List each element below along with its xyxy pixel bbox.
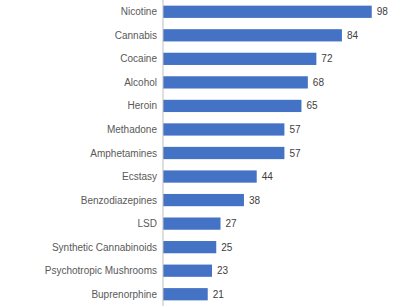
- category-label: Synthetic Cannabinoids: [52, 242, 157, 253]
- bar: [163, 29, 342, 41]
- bar: [163, 100, 301, 112]
- bar: [163, 147, 284, 159]
- bar: [163, 194, 244, 206]
- data-label: 84: [347, 30, 359, 41]
- bar: [163, 217, 221, 229]
- data-label: 23: [217, 265, 229, 276]
- bar: [163, 265, 212, 277]
- category-label: Nicotine: [121, 6, 158, 17]
- bar: [163, 288, 208, 300]
- data-label: 44: [262, 171, 274, 182]
- bar: [163, 76, 308, 88]
- data-label: 68: [313, 77, 325, 88]
- data-label: 65: [306, 100, 318, 111]
- category-label: Buprenorphine: [91, 289, 157, 300]
- category-label: Alcohol: [124, 77, 157, 88]
- category-label: Amphetamines: [90, 148, 157, 159]
- category-label: Heroin: [128, 100, 157, 111]
- bar: [163, 123, 284, 135]
- labels: Nicotine 98 Cannabis 84 Cocaine 72 Alcohol 68 He…: [45, 6, 389, 299]
- chart-container: Nicotine 98 Cannabis 84 Cocaine 72 Alcohol 68 He…: [0, 0, 400, 307]
- bar: [163, 241, 216, 253]
- category-label: Cannabis: [115, 30, 157, 41]
- data-label: 72: [321, 53, 333, 64]
- bars: [163, 6, 372, 301]
- bar: [163, 53, 316, 65]
- category-label: Psychotropic Mushrooms: [45, 265, 157, 276]
- bar: [163, 6, 372, 18]
- chart: Nicotine 98 Cannabis 84 Cocaine 72 Alcohol 68 He…: [0, 0, 400, 307]
- data-label: 57: [289, 124, 301, 135]
- category-label: Cocaine: [120, 53, 157, 64]
- data-label: 27: [226, 218, 238, 229]
- category-label: Benzodiazepines: [81, 195, 157, 206]
- category-label: Ecstasy: [122, 171, 157, 182]
- data-label: 57: [289, 148, 301, 159]
- category-label: Methadone: [107, 124, 157, 135]
- bar: [163, 170, 257, 182]
- data-label: 21: [213, 289, 225, 300]
- data-label: 98: [377, 6, 389, 17]
- data-label: 25: [221, 242, 233, 253]
- data-label: 38: [249, 195, 261, 206]
- axis-line: [163, 0, 164, 306]
- category-label: LSD: [138, 218, 157, 229]
